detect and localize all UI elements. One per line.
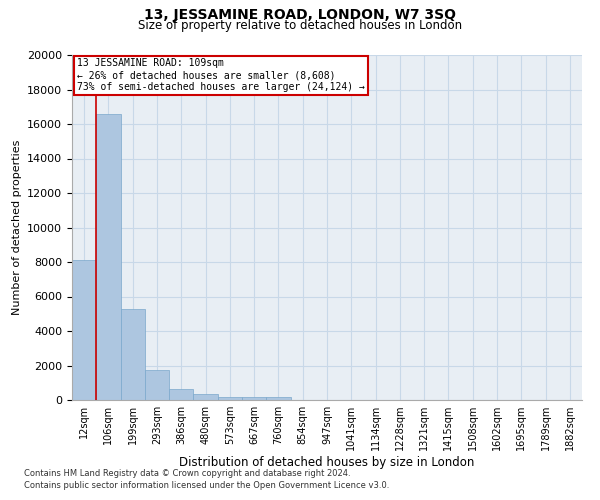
Bar: [169, 389, 193, 400]
Text: Contains HM Land Registry data © Crown copyright and database right 2024.: Contains HM Land Registry data © Crown c…: [24, 468, 350, 477]
Bar: [218, 396, 242, 400]
Bar: [96, 114, 121, 400]
Text: Contains public sector information licensed under the Open Government Licence v3: Contains public sector information licen…: [24, 481, 389, 490]
Text: Size of property relative to detached houses in London: Size of property relative to detached ho…: [138, 19, 462, 32]
Bar: [193, 394, 218, 400]
Bar: [72, 260, 96, 400]
X-axis label: Distribution of detached houses by size in London: Distribution of detached houses by size …: [179, 456, 475, 469]
Bar: [266, 398, 290, 400]
Bar: [242, 398, 266, 400]
Bar: [145, 370, 169, 400]
Text: 13, JESSAMINE ROAD, LONDON, W7 3SQ: 13, JESSAMINE ROAD, LONDON, W7 3SQ: [144, 8, 456, 22]
Bar: [121, 308, 145, 400]
Text: 13 JESSAMINE ROAD: 109sqm
← 26% of detached houses are smaller (8,608)
73% of se: 13 JESSAMINE ROAD: 109sqm ← 26% of detac…: [77, 58, 365, 92]
Y-axis label: Number of detached properties: Number of detached properties: [11, 140, 22, 315]
